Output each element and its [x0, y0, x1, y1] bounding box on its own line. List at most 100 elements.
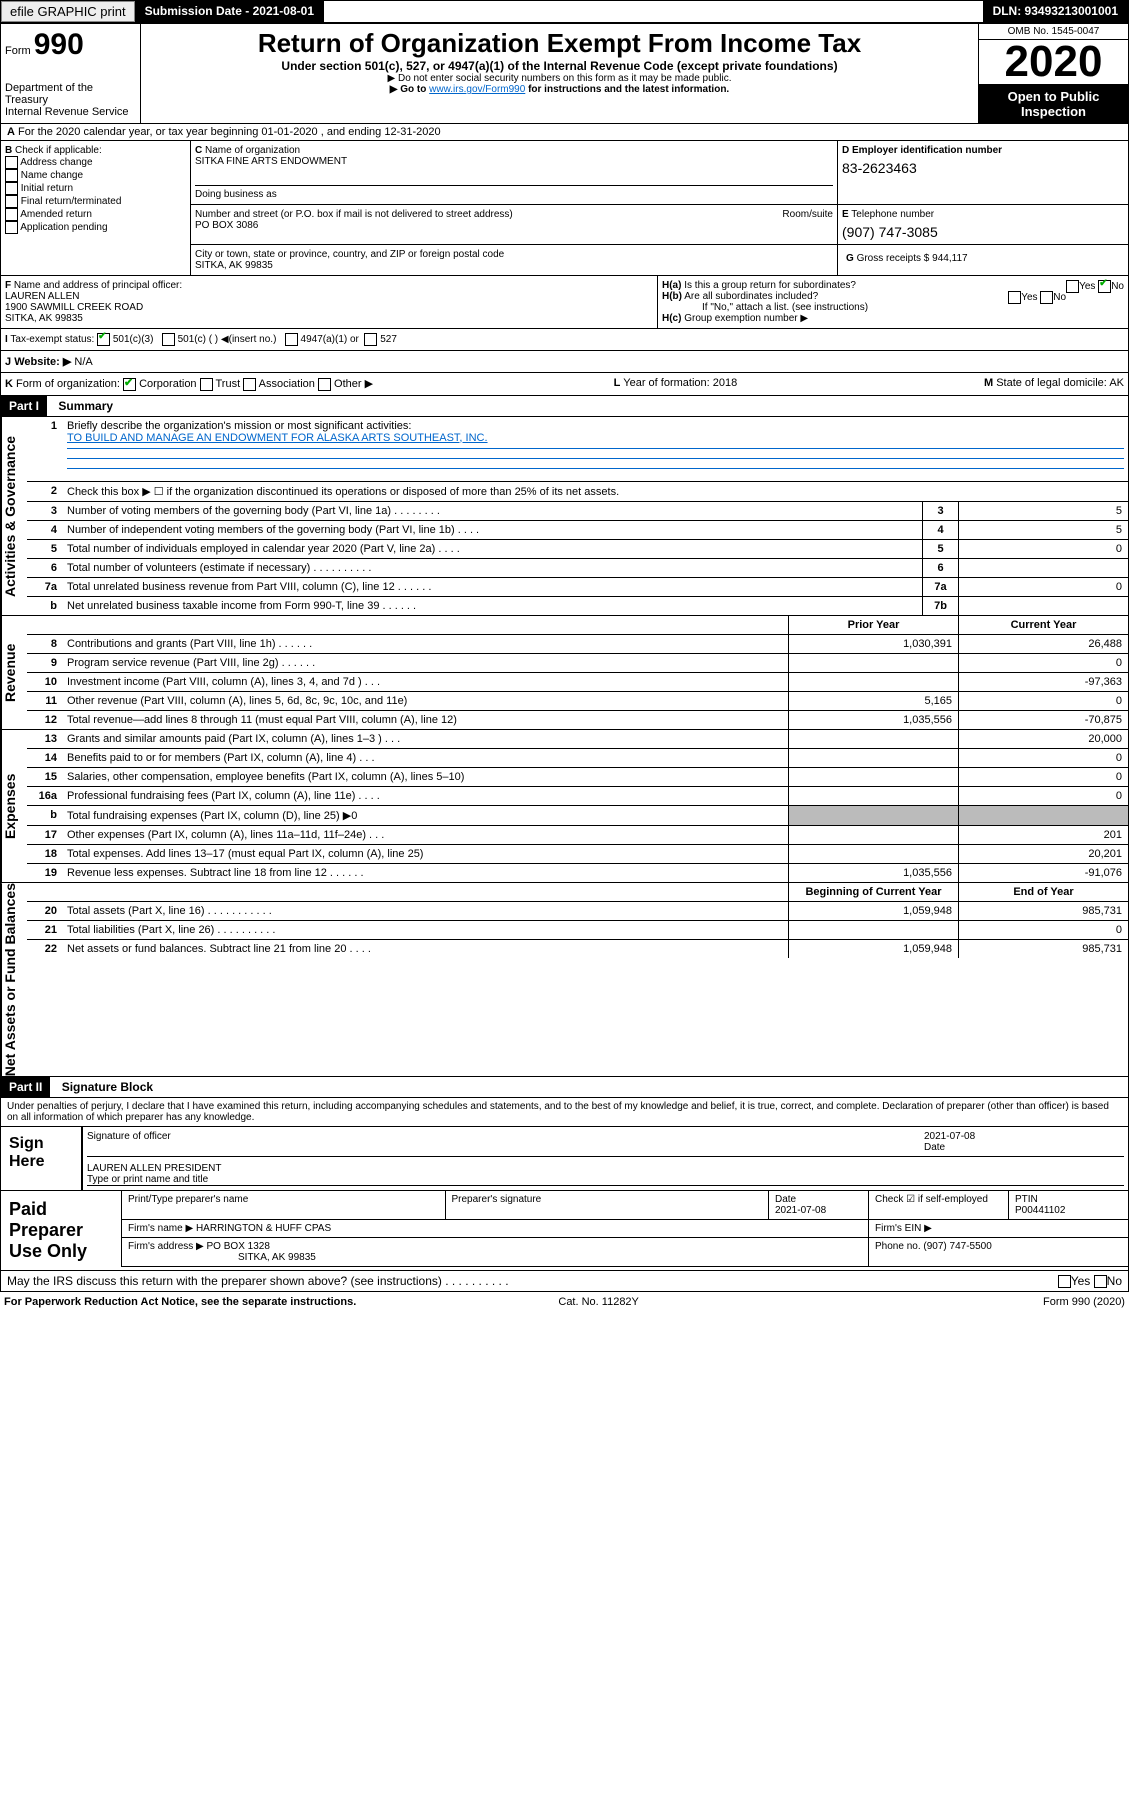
hb-no[interactable]: No [1053, 292, 1066, 303]
year-formation: 2018 [713, 377, 737, 389]
l5-no: 5 [922, 540, 958, 558]
l7b-desc: Net unrelated business taxable income fr… [63, 597, 922, 615]
f-label: Name and address of principal officer: [14, 280, 182, 291]
form-sub2: ▶ Do not enter social security numbers o… [145, 73, 974, 84]
chk-amended[interactable]: Amended return [20, 209, 92, 220]
mission: TO BUILD AND MANAGE AN ENDOWMENT FOR ALA… [67, 432, 488, 444]
firm-addr-label: Firm's address ▶ [128, 1241, 204, 1252]
l21-boy [788, 921, 958, 939]
tax-year: 2020 [979, 40, 1128, 85]
part2-title: Signature Block [54, 1077, 161, 1097]
part1-bar: Part I [1, 396, 47, 416]
l18-prior [788, 845, 958, 863]
l5-desc: Total number of individuals employed in … [63, 540, 922, 558]
city-label: City or town, state or province, country… [195, 249, 504, 260]
chk-initial[interactable]: Initial return [21, 183, 73, 194]
gross-receipts: 944,117 [932, 253, 967, 264]
g-label: Gross receipts $ [857, 253, 930, 264]
l7b-no: 7b [922, 597, 958, 615]
name-title-label: Type or print name and title [87, 1174, 208, 1185]
prep-h2: Preparer's signature [445, 1191, 769, 1219]
period-line: For the 2020 calendar year, or tax year … [18, 126, 441, 138]
city: SITKA, AK 99835 [195, 260, 273, 271]
l16b-curr [958, 806, 1128, 825]
part2-bar: Part II [1, 1077, 50, 1097]
k-trust: Trust [215, 378, 240, 390]
chk-501c3[interactable] [97, 333, 110, 346]
discuss-yes[interactable]: Yes [1071, 1274, 1091, 1288]
dept-1: Department of the Treasury [5, 82, 136, 106]
e-label: Telephone number [851, 209, 934, 220]
l4-desc: Number of independent voting members of … [63, 521, 922, 539]
l17-prior [788, 826, 958, 844]
ein: 83-2623463 [842, 160, 1124, 176]
side-revenue: Revenue [1, 616, 27, 729]
discuss: May the IRS discuss this return with the… [7, 1274, 509, 1288]
officer-addr1: 1900 SAWMILL CREEK ROAD [5, 302, 143, 313]
top-bar: efile GRAPHIC print Submission Date - 20… [0, 0, 1129, 23]
l4-no: 4 [922, 521, 958, 539]
l15-curr: 0 [958, 768, 1128, 786]
l19-prior: 1,035,556 [788, 864, 958, 882]
l12-curr: -70,875 [958, 711, 1128, 729]
chk-name[interactable]: Name change [21, 170, 83, 181]
l22-desc: Net assets or fund balances. Subtract li… [63, 940, 788, 958]
l3-val: 5 [958, 502, 1128, 520]
hdr-curr: Current Year [958, 616, 1128, 634]
firm-phone: (907) 747-5500 [923, 1241, 991, 1252]
addr: PO BOX 3086 [195, 220, 258, 231]
l3-desc: Number of voting members of the governin… [63, 502, 922, 520]
l20-desc: Total assets (Part X, line 16) . . . . .… [63, 902, 788, 920]
m-label: State of legal domicile: [996, 377, 1107, 389]
l7a-desc: Total unrelated business revenue from Pa… [63, 578, 922, 596]
hdr-boy: Beginning of Current Year [788, 883, 958, 901]
l18-desc: Total expenses. Add lines 13–17 (must eq… [63, 845, 788, 863]
opt-501c3: 501(c)(3) [113, 334, 154, 345]
l4-val: 5 [958, 521, 1128, 539]
hb-yes[interactable]: Yes [1021, 292, 1037, 303]
l16a-curr: 0 [958, 787, 1128, 805]
firm-label: Firm's name ▶ [128, 1223, 193, 1234]
ha-yes[interactable]: Yes [1079, 281, 1095, 292]
instructions-link[interactable]: www.irs.gov/Form990 [429, 84, 525, 95]
l3-no: 3 [922, 502, 958, 520]
addr-label: Number and street (or P.O. box if mail i… [195, 209, 513, 220]
l6-desc: Total number of volunteers (estimate if … [63, 559, 922, 577]
dln: DLN: 93493213001001 [983, 1, 1128, 22]
l22-boy: 1,059,948 [788, 940, 958, 958]
l6-val [958, 559, 1128, 577]
form-sub1: Under section 501(c), 527, or 4947(a)(1)… [145, 59, 974, 73]
l7a-no: 7a [922, 578, 958, 596]
l21-desc: Total liabilities (Part X, line 26) . . … [63, 921, 788, 939]
k-other: Other ▶ [334, 378, 373, 390]
l16b-desc: Total fundraising expenses (Part IX, col… [63, 806, 788, 825]
sig-date-label: Date [924, 1142, 945, 1153]
sig-officer-label: Signature of officer [87, 1131, 171, 1142]
ha-no[interactable]: No [1111, 281, 1124, 292]
website: N/A [74, 356, 92, 368]
form-label: Form [5, 45, 31, 57]
firm-addr2: SITKA, AK 99835 [128, 1252, 316, 1263]
l9-curr: 0 [958, 654, 1128, 672]
goto-prefix: ▶ Go to [390, 84, 429, 95]
chk-pending[interactable]: Application pending [20, 222, 107, 233]
l6-no: 6 [922, 559, 958, 577]
d-label: Employer identification number [852, 145, 1002, 156]
discuss-no[interactable]: No [1107, 1274, 1122, 1288]
l8-curr: 26,488 [958, 635, 1128, 653]
l10-curr: -97,363 [958, 673, 1128, 691]
officer-name-title: LAUREN ALLEN PRESIDENT [87, 1163, 222, 1174]
form-header: Form 990 Department of the Treasury Inte… [0, 23, 1129, 124]
ein-label: Firm's EIN ▶ [875, 1223, 932, 1234]
cat-no: Cat. No. 11282Y [558, 1296, 639, 1308]
k-assoc: Association [259, 378, 315, 390]
chk-address[interactable]: Address change [20, 157, 92, 168]
l-label: Year of formation: [623, 377, 709, 389]
pra-notice: For Paperwork Reduction Act Notice, see … [4, 1296, 356, 1308]
form-number: 990 [34, 28, 84, 61]
hb: Are all subordinates included? [684, 291, 818, 302]
chk-final[interactable]: Final return/terminated [21, 196, 122, 207]
efile-button[interactable]: efile GRAPHIC print [1, 1, 135, 22]
l11-curr: 0 [958, 692, 1128, 710]
dba-label: Doing business as [195, 189, 277, 200]
